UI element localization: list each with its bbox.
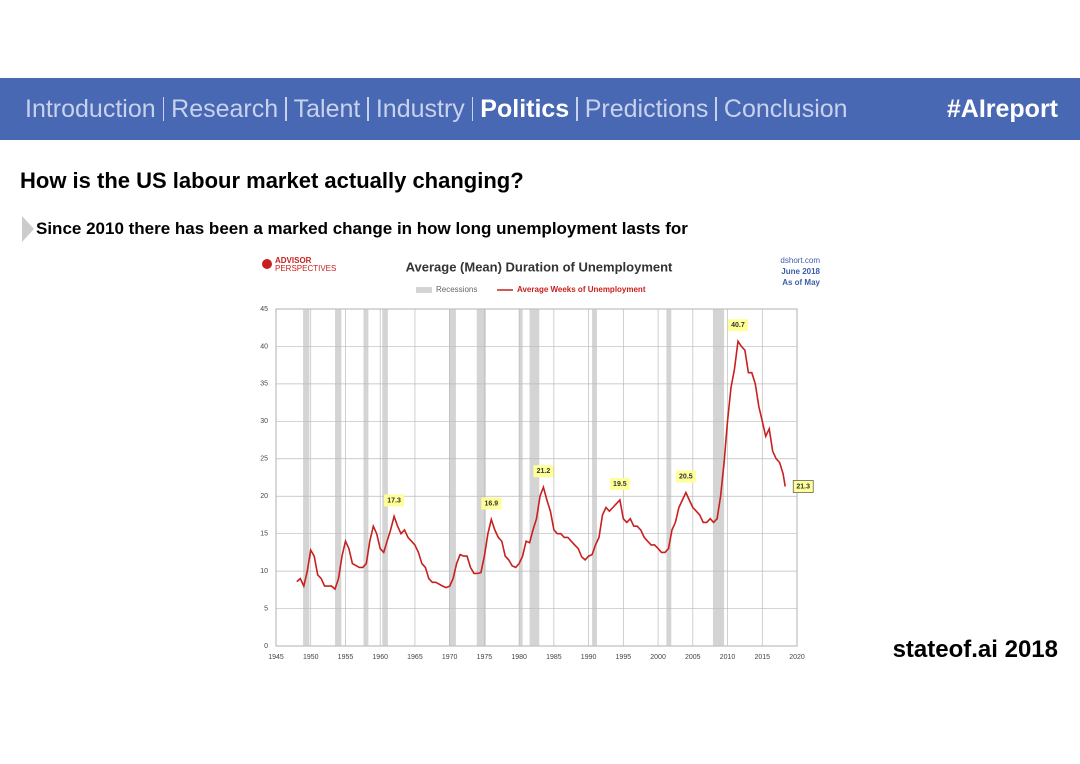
nav-item[interactable]: Politics — [480, 94, 570, 123]
x-tick-label: 1990 — [581, 654, 597, 661]
annotation-box — [481, 497, 502, 510]
nav-item[interactable]: Introduction — [25, 94, 156, 123]
slide-title: How is the US labour market actually cha… — [20, 168, 524, 193]
recession-band — [363, 309, 369, 646]
data-line — [296, 338, 786, 591]
recession-band — [335, 309, 342, 646]
bullet-arrow — [22, 216, 34, 242]
nav: Introduction Research Talent Industry Politi… — [18, 95, 855, 124]
nav-separator — [367, 97, 369, 121]
header-bar: Introduction Research Talent Industry Politi… — [0, 78, 1080, 140]
x-tick-label: 1965 — [407, 654, 423, 661]
annotation-box — [727, 319, 748, 332]
nav-item[interactable]: Industry — [375, 94, 465, 123]
nav-separator — [715, 97, 717, 121]
logo-icon — [262, 259, 272, 269]
recession-band — [303, 309, 310, 646]
footer: stateof.ai 2018 — [892, 636, 1058, 663]
nav-item[interactable]: Research — [171, 94, 279, 123]
nav-separator — [285, 97, 287, 121]
source-text: June 2018 — [781, 267, 820, 276]
y-tick-label: 30 — [260, 418, 268, 425]
recession-band — [666, 309, 672, 646]
annotation-box — [675, 470, 696, 483]
nav-item[interactable]: Conclusion — [723, 94, 848, 123]
legend-label: Recessions — [436, 285, 477, 294]
nav-separator — [471, 97, 474, 121]
x-tick-label: 2020 — [789, 654, 805, 661]
recession-band — [519, 309, 523, 646]
nav-separator — [576, 97, 578, 121]
x-tick-label: 1960 — [372, 654, 388, 661]
annotation-box — [792, 480, 814, 493]
x-tick-label: 1975 — [477, 654, 493, 661]
recession-band — [448, 309, 456, 646]
source-text: dshort.com — [780, 256, 820, 265]
y-tick-label: 15 — [260, 531, 268, 538]
x-tick-label: 2000 — [650, 654, 666, 661]
nav-item[interactable]: Predictions — [584, 94, 709, 123]
legend-swatch — [416, 287, 432, 293]
y-tick-label: 10 — [260, 568, 268, 575]
annotation-label: 20.5 — [679, 473, 693, 480]
logo-text: PERSPECTIVES — [275, 264, 336, 273]
y-tick-label: 25 — [260, 456, 268, 463]
recession-band — [529, 309, 540, 646]
annotation-label: 21.2 — [537, 468, 551, 475]
recession-band — [712, 309, 725, 646]
annotation-label: 17.3 — [387, 497, 401, 504]
x-tick-label: 1955 — [338, 654, 354, 661]
x-tick-label: 1980 — [511, 654, 527, 661]
recession-band — [382, 309, 388, 646]
x-tick-label: 2005 — [685, 654, 701, 661]
x-tick-label: 1970 — [442, 654, 458, 661]
annotation-box — [609, 477, 630, 490]
nav-item[interactable]: Talent — [293, 94, 361, 123]
slide-subtitle: Since 2010 there has been a marked chang… — [36, 219, 688, 238]
source-text: As of May — [782, 278, 820, 287]
recession-band — [592, 309, 597, 646]
annotation-box — [384, 494, 405, 507]
y-tick-label: 20 — [260, 493, 268, 500]
annotation-box — [533, 465, 554, 478]
x-tick-label: 1950 — [303, 654, 319, 661]
tag: #AIreport — [946, 94, 1058, 123]
chart-title: Average (Mean) Duration of Unemployment — [406, 259, 673, 274]
x-tick-label: 2010 — [720, 654, 736, 661]
x-tick-label: 1985 — [546, 654, 562, 661]
y-tick-label: 0 — [264, 643, 268, 650]
x-tick-label: 1995 — [616, 654, 632, 661]
annotation-label: 21.3 — [796, 483, 810, 490]
nav-separator — [162, 97, 165, 121]
x-tick-label: 2015 — [754, 654, 770, 661]
recession-band — [476, 309, 486, 646]
y-tick-label: 40 — [260, 343, 268, 350]
y-tick-label: 35 — [260, 381, 268, 388]
y-tick-label: 45 — [260, 306, 268, 313]
annotation-label: 19.5 — [613, 481, 627, 488]
logo-text: ADVISOR — [275, 256, 312, 265]
y-tick-label: 5 — [264, 605, 268, 612]
x-tick-label: 1945 — [268, 654, 284, 661]
legend-label: Average Weeks of Unemployment — [517, 285, 646, 294]
annotation-label: 40.7 — [731, 322, 745, 329]
annotation-label: 16.9 — [485, 500, 499, 507]
